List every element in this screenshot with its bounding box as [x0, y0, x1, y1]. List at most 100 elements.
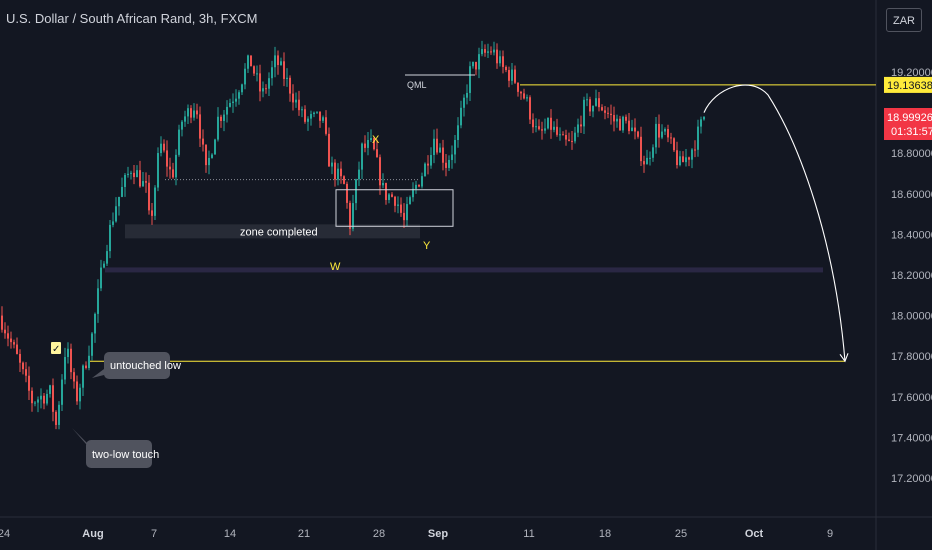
candle-body	[307, 118, 309, 122]
candle-body	[691, 149, 693, 160]
candle-body	[664, 129, 666, 132]
candle-body	[499, 56, 501, 64]
candle-body	[418, 184, 420, 187]
candle-body	[199, 114, 201, 139]
candle-body	[31, 390, 33, 404]
candle-body	[646, 157, 648, 165]
candle-body	[613, 115, 615, 122]
currency-button[interactable]: ZAR	[886, 8, 922, 32]
candle-body	[13, 342, 15, 345]
candle-body	[184, 116, 186, 122]
candle-body	[493, 49, 495, 53]
last-price-tag	[884, 108, 932, 140]
candle-body	[313, 112, 315, 115]
candle-body	[223, 114, 225, 121]
candle-body	[454, 139, 456, 155]
candle-body	[232, 101, 234, 103]
candle-body	[484, 49, 486, 53]
x-tick-label: 7	[151, 528, 157, 540]
y-tick-label: 17.20000	[891, 473, 932, 485]
candle-body	[244, 68, 246, 85]
candle-body	[649, 157, 651, 159]
candle-body	[289, 77, 291, 94]
candle-body	[238, 92, 240, 99]
candle-body	[424, 163, 426, 177]
candle-body	[511, 69, 513, 81]
y-tick-label: 18.60000	[891, 189, 932, 201]
candle-body	[634, 127, 636, 132]
candle-body	[607, 112, 609, 114]
candle-body	[247, 55, 249, 69]
two-low-touch-label: two-low touch	[92, 449, 159, 461]
candle-body	[679, 156, 681, 166]
candle-body	[301, 109, 303, 111]
candle-body	[439, 147, 441, 153]
candle-body	[508, 70, 510, 81]
candle-body	[685, 157, 687, 163]
liquidity-zone-band	[105, 267, 823, 273]
candle-body	[61, 379, 63, 405]
candle-body	[640, 136, 642, 162]
candle-body	[226, 106, 228, 115]
candle-body	[172, 169, 174, 178]
candle-body	[598, 98, 600, 108]
untouched-low-label: untouched low	[110, 360, 181, 372]
candle-body	[121, 186, 123, 197]
candle-body	[577, 124, 579, 133]
candle-body	[466, 92, 468, 98]
candle-body	[103, 263, 105, 268]
candle-body	[601, 107, 603, 111]
candle-body	[370, 138, 372, 141]
checkmark-box	[51, 342, 61, 354]
candle-body	[553, 126, 555, 130]
countdown-value: 01:31:57	[891, 126, 932, 138]
candle-body	[250, 55, 252, 67]
candle-body	[256, 73, 258, 75]
candle-body	[328, 133, 330, 167]
qml-price-value: 19.13638	[887, 80, 932, 92]
x-tick-label: 14	[224, 528, 236, 540]
last-price-value: 18.99926	[887, 112, 932, 124]
candle-body	[97, 288, 99, 314]
candle-body	[448, 159, 450, 168]
candle-body	[550, 117, 552, 130]
candle-body	[271, 67, 273, 79]
candle-body	[388, 194, 390, 200]
candle-body	[124, 174, 126, 187]
candle-body	[529, 97, 531, 120]
candle-body	[175, 154, 177, 178]
candle-body	[625, 116, 627, 121]
wave-y-label: Y	[423, 240, 431, 252]
candle-body	[586, 99, 588, 101]
candle-body	[358, 169, 360, 180]
candle-body	[196, 110, 198, 115]
candle-body	[382, 182, 384, 186]
y-tick-label: 17.80000	[891, 351, 932, 363]
candle-body	[487, 51, 489, 53]
two-low-touch-pointer	[72, 428, 90, 446]
candle-body	[133, 172, 135, 178]
candle-body	[583, 99, 585, 127]
candle-body	[517, 82, 519, 92]
candle-body	[337, 168, 339, 180]
candle-body	[229, 102, 231, 107]
candle-body	[85, 365, 87, 368]
untouched-low-pointer	[92, 369, 108, 378]
candle-body	[43, 395, 45, 404]
candle-body	[34, 402, 36, 404]
candle-body	[622, 116, 624, 131]
candle-body	[52, 385, 54, 412]
x-tick-label: 25	[675, 528, 687, 540]
candle-body	[334, 162, 336, 180]
candle-body	[28, 375, 30, 391]
candle-body	[214, 139, 216, 155]
candle-body	[304, 109, 306, 122]
x-tick-label: Aug	[82, 528, 103, 540]
candle-body	[352, 203, 354, 229]
candle-body	[385, 182, 387, 200]
candle-body	[10, 338, 12, 343]
candle-body	[595, 98, 597, 106]
y-tick-label: 18.40000	[891, 229, 932, 241]
